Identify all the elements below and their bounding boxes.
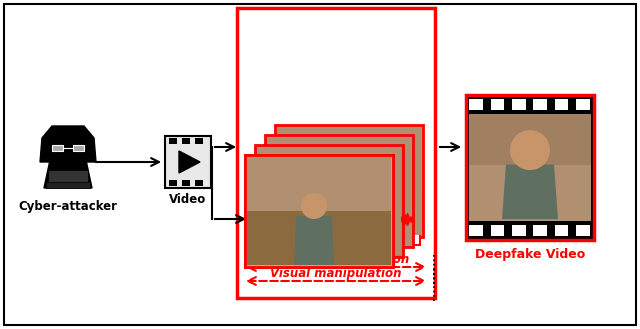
- Text: Visual manipulation: Visual manipulation: [270, 267, 402, 280]
- Bar: [533, 225, 547, 236]
- Bar: [182, 138, 190, 144]
- Bar: [247, 157, 391, 265]
- Bar: [237, 8, 435, 298]
- Text: Video: Video: [170, 193, 207, 206]
- Bar: [247, 157, 391, 265]
- Bar: [490, 99, 504, 110]
- Bar: [245, 155, 393, 267]
- Bar: [169, 180, 177, 186]
- Bar: [469, 114, 591, 221]
- Bar: [182, 180, 190, 186]
- Polygon shape: [40, 126, 96, 162]
- Text: Acoustic manipulation: Acoustic manipulation: [262, 253, 410, 266]
- Bar: [469, 114, 591, 164]
- Bar: [165, 136, 211, 188]
- Polygon shape: [44, 160, 92, 188]
- Bar: [195, 138, 203, 144]
- Circle shape: [301, 193, 327, 219]
- Bar: [265, 135, 413, 247]
- Bar: [52, 145, 63, 151]
- Bar: [169, 138, 177, 144]
- Text: Cyber-attacker: Cyber-attacker: [19, 200, 118, 213]
- Bar: [466, 95, 594, 240]
- Bar: [257, 147, 401, 255]
- Circle shape: [50, 130, 86, 166]
- Bar: [512, 225, 525, 236]
- Bar: [248, 193, 420, 245]
- Bar: [195, 180, 203, 186]
- Bar: [48, 170, 88, 184]
- Bar: [245, 155, 393, 267]
- Bar: [247, 211, 391, 265]
- Text: Deepfake Video: Deepfake Video: [475, 248, 585, 261]
- Bar: [277, 127, 421, 235]
- Bar: [469, 99, 483, 110]
- Bar: [267, 137, 411, 245]
- Bar: [576, 99, 589, 110]
- Bar: [554, 99, 568, 110]
- Bar: [490, 225, 504, 236]
- Circle shape: [510, 130, 550, 170]
- Bar: [469, 225, 483, 236]
- Bar: [576, 225, 589, 236]
- Polygon shape: [179, 151, 200, 173]
- Polygon shape: [294, 216, 334, 265]
- Bar: [533, 99, 547, 110]
- Bar: [73, 145, 84, 151]
- Bar: [255, 145, 403, 257]
- Polygon shape: [502, 164, 558, 219]
- Bar: [275, 125, 423, 237]
- Bar: [512, 99, 525, 110]
- Bar: [554, 225, 568, 236]
- Bar: [46, 182, 90, 188]
